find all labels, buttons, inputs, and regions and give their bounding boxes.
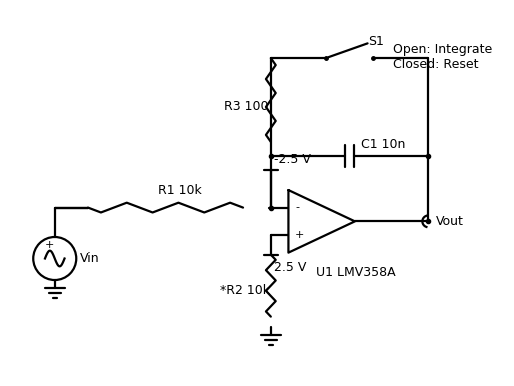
Text: S1: S1 xyxy=(368,35,384,48)
Text: Vout: Vout xyxy=(436,215,464,228)
Text: -2.5 V: -2.5 V xyxy=(274,152,310,166)
Text: Vin: Vin xyxy=(80,252,100,265)
Text: -: - xyxy=(295,203,299,213)
Text: R3 100: R3 100 xyxy=(224,100,268,113)
Text: +: + xyxy=(295,230,305,240)
Text: R1 10k: R1 10k xyxy=(157,184,201,197)
Text: U1 LMV358A: U1 LMV358A xyxy=(316,266,395,279)
Text: *R2 10k: *R2 10k xyxy=(220,284,270,297)
Text: Open: Integrate
Closed: Reset: Open: Integrate Closed: Reset xyxy=(393,43,492,71)
Text: 2.5 V: 2.5 V xyxy=(274,261,306,274)
Text: C1 10n: C1 10n xyxy=(361,138,406,151)
Text: +: + xyxy=(45,240,54,250)
